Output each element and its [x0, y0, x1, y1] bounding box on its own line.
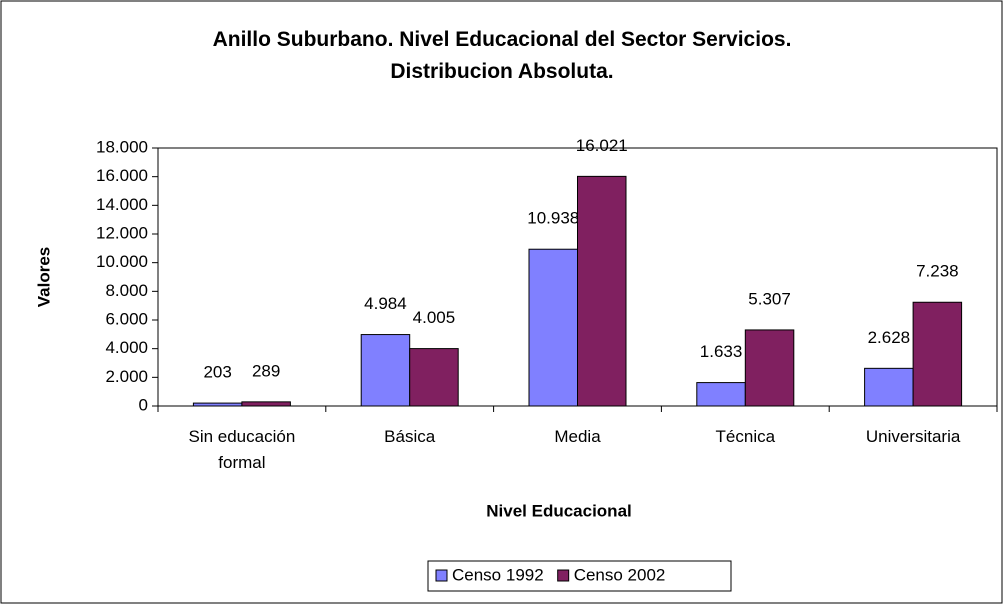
data-label: 4.005 [413, 308, 456, 327]
y-tick-label: 2.000 [105, 367, 148, 386]
x-tick-label: Universitaria [865, 427, 961, 446]
y-tick-label: 16.000 [96, 166, 148, 185]
bar [192, 402, 243, 407]
legend-label: Censo 2002 [574, 565, 666, 584]
x-tick-label: Sin educación formal [188, 427, 296, 472]
y-tick-label: 12.000 [96, 223, 148, 242]
bar [696, 382, 746, 407]
y-tick-label: 10.000 [96, 252, 148, 271]
bar [864, 367, 914, 407]
legend-label: Censo 1992 [452, 565, 544, 584]
bar [360, 334, 411, 407]
bar [577, 175, 627, 407]
data-label: 1.633 [700, 342, 743, 361]
data-label: 16.021 [576, 136, 628, 155]
bar [409, 348, 459, 407]
chart-title: Anillo Suburbano. Nivel Educacional del … [212, 28, 792, 83]
legend-box [427, 560, 732, 592]
bar [744, 329, 795, 407]
y-tick-label: 6.000 [105, 309, 148, 328]
x-tick-label: Básica [384, 427, 436, 446]
data-label: 289 [252, 361, 280, 380]
y-tick-label: 14.000 [96, 195, 148, 214]
bar [241, 401, 291, 407]
legend-swatch [435, 569, 448, 582]
y-tick-label: 8.000 [105, 281, 148, 300]
data-label: 2.628 [868, 328, 911, 347]
legend-swatch [557, 569, 570, 582]
bar [528, 248, 578, 407]
y-tick-label: 0 [139, 395, 148, 414]
data-label: 4.984 [364, 294, 407, 313]
x-tick-label: Técnica [715, 427, 776, 446]
x-tick-label: Media [554, 427, 601, 446]
y-tick-label: 4.000 [105, 338, 148, 357]
y-tick-label: 18.000 [96, 137, 148, 156]
y-axis-title: Valores [34, 247, 53, 308]
data-label: 10.938 [527, 209, 579, 228]
data-label: 203 [203, 363, 231, 382]
data-label: 7.238 [916, 262, 959, 281]
x-axis-title: Nivel Educacional [486, 501, 632, 520]
bar [912, 301, 963, 407]
data-label: 5.307 [748, 289, 791, 308]
